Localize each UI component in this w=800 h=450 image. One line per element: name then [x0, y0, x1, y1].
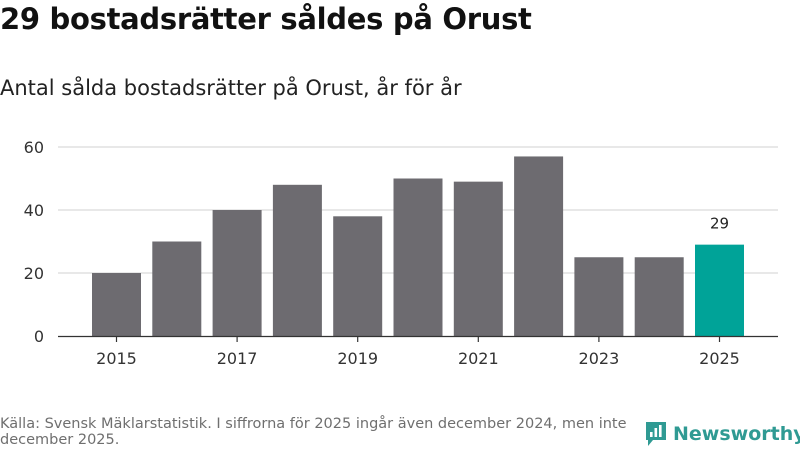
- x-tick-label: 2023: [579, 349, 620, 368]
- x-tick-label: 2015: [96, 349, 137, 368]
- bar-2024: [634, 257, 684, 336]
- bar-2015: [92, 273, 141, 336]
- source-note: Källa: Svensk Mäklarstatistik. I siffror…: [0, 416, 627, 448]
- newsworthy-logo: Newsworthy: [644, 419, 800, 449]
- x-tick-label: 2021: [458, 349, 499, 368]
- bar-2022: [514, 156, 564, 336]
- y-tick-label: 20: [24, 264, 44, 283]
- newsworthy-logo-icon: [646, 422, 666, 446]
- bar-2020: [393, 178, 443, 336]
- y-tick-label: 60: [24, 138, 44, 157]
- brand-name: Newsworthy: [673, 423, 800, 445]
- x-tick-label: 2017: [217, 349, 258, 368]
- y-tick-label: 40: [24, 201, 44, 220]
- bar-2018: [272, 184, 322, 336]
- bar-chart: 0 20 40 60 2015 2017 2019 2021 2023 2025 29: [24, 138, 778, 368]
- data-label: 29: [710, 215, 729, 233]
- chart-title: 29 bostadsrätter såldes på Orust: [0, 2, 532, 36]
- chart-subtitle: Antal sålda bostadsrätter på Orust, år f…: [0, 76, 462, 100]
- bar-2021: [453, 181, 503, 336]
- bar-2023: [574, 257, 624, 336]
- bar-2025: [695, 244, 744, 336]
- y-tick-label: 0: [34, 327, 44, 346]
- bar-2017: [212, 210, 262, 336]
- x-tick-label: 2025: [699, 349, 740, 368]
- bar-2019: [333, 216, 383, 336]
- bar-2016: [152, 241, 202, 336]
- x-tick-label: 2019: [337, 349, 378, 368]
